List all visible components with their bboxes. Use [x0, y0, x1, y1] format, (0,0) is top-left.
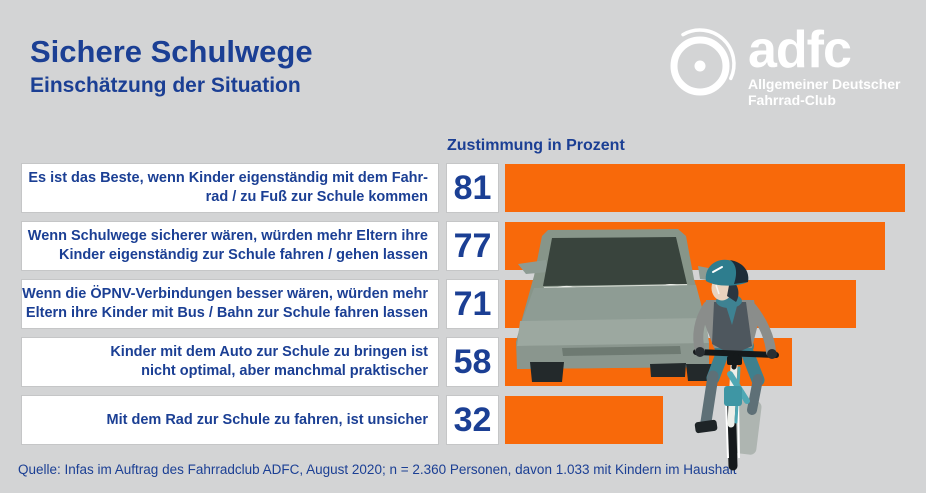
- bar: [505, 164, 906, 212]
- category-label: Es ist das Beste, wenn Kinder eigenständ…: [22, 164, 438, 212]
- page-subtitle: Einschätzung der Situation: [30, 73, 301, 97]
- category-label-line: Kinder mit dem Auto zur Schule zu bringe…: [110, 344, 428, 360]
- logo-subtext: Allgemeiner Deutscher Fahrrad-Club: [748, 76, 901, 108]
- chart-title: Zustimmung in Prozent: [447, 137, 625, 154]
- value-badge: 58: [447, 338, 498, 386]
- chart-row: Wenn die ÖPNV-Verbindungen besser wären,…: [0, 280, 926, 328]
- chart-row: Es ist das Beste, wenn Kinder eigenständ…: [0, 164, 926, 212]
- chart-row: Kinder mit dem Auto zur Schule zu bringe…: [0, 338, 926, 386]
- title-block: Sichere Schulwege Einschätzung der Situa…: [30, 34, 313, 98]
- value-badge: 81: [447, 164, 498, 212]
- bicycle-wheel-icon: [670, 28, 736, 96]
- category-label: Wenn die ÖPNV-Verbindungen besser wären,…: [22, 280, 438, 328]
- value-badge: 71: [447, 280, 498, 328]
- category-label-line: Kinder eigenständig zur Schule fahren / …: [58, 247, 428, 263]
- category-label: Kinder mit dem Auto zur Schule zu bringe…: [22, 338, 438, 386]
- bar: [505, 338, 792, 386]
- category-label-line: rad / zu Fuß zur Schule kommen: [205, 189, 428, 205]
- logo-subtext-line2: Fahrrad-Club: [748, 92, 836, 109]
- chart-row: Mit dem Rad zur Schule zu fahren, ist un…: [0, 396, 926, 444]
- category-label: Wenn Schulwege sicherer wären, würden me…: [22, 222, 438, 270]
- category-label-line: Mit dem Rad zur Schule zu fahren, ist un…: [106, 411, 428, 428]
- category-label-line: nicht optimal, aber manchmal praktischer: [141, 363, 428, 379]
- category-label-line: Wenn Schulwege sicherer wären, würden me…: [27, 228, 428, 244]
- adfc-logo: adfc Allgemeiner Deutscher Fahrrad-Club: [660, 22, 901, 108]
- category-label-line: Eltern ihre Kinder mit Bus / Bahn zur Sc…: [25, 305, 428, 321]
- category-label-line: Es ist das Beste, wenn Kinder eigenständ…: [28, 170, 428, 186]
- bar: [505, 222, 886, 270]
- bar: [505, 396, 664, 444]
- value-badge: 77: [447, 222, 498, 270]
- category-label: Mit dem Rad zur Schule zu fahren, ist un…: [22, 396, 438, 444]
- chart-row: Wenn Schulwege sicherer wären, würden me…: [0, 222, 926, 270]
- logo-brand: adfc: [748, 21, 852, 79]
- value-badge: 32: [447, 396, 498, 444]
- category-label-line: Wenn die ÖPNV-Verbindungen besser wären,…: [22, 286, 428, 302]
- bar: [505, 280, 856, 328]
- logo-subtext-line1: Allgemeiner Deutscher: [748, 76, 901, 93]
- source-note: Quelle: Infas im Auftrag des Fahrradclub…: [18, 462, 737, 477]
- page-title: Sichere Schulwege: [30, 34, 313, 69]
- logo-text: adfc Allgemeiner Deutscher Fahrrad-Club: [748, 21, 901, 108]
